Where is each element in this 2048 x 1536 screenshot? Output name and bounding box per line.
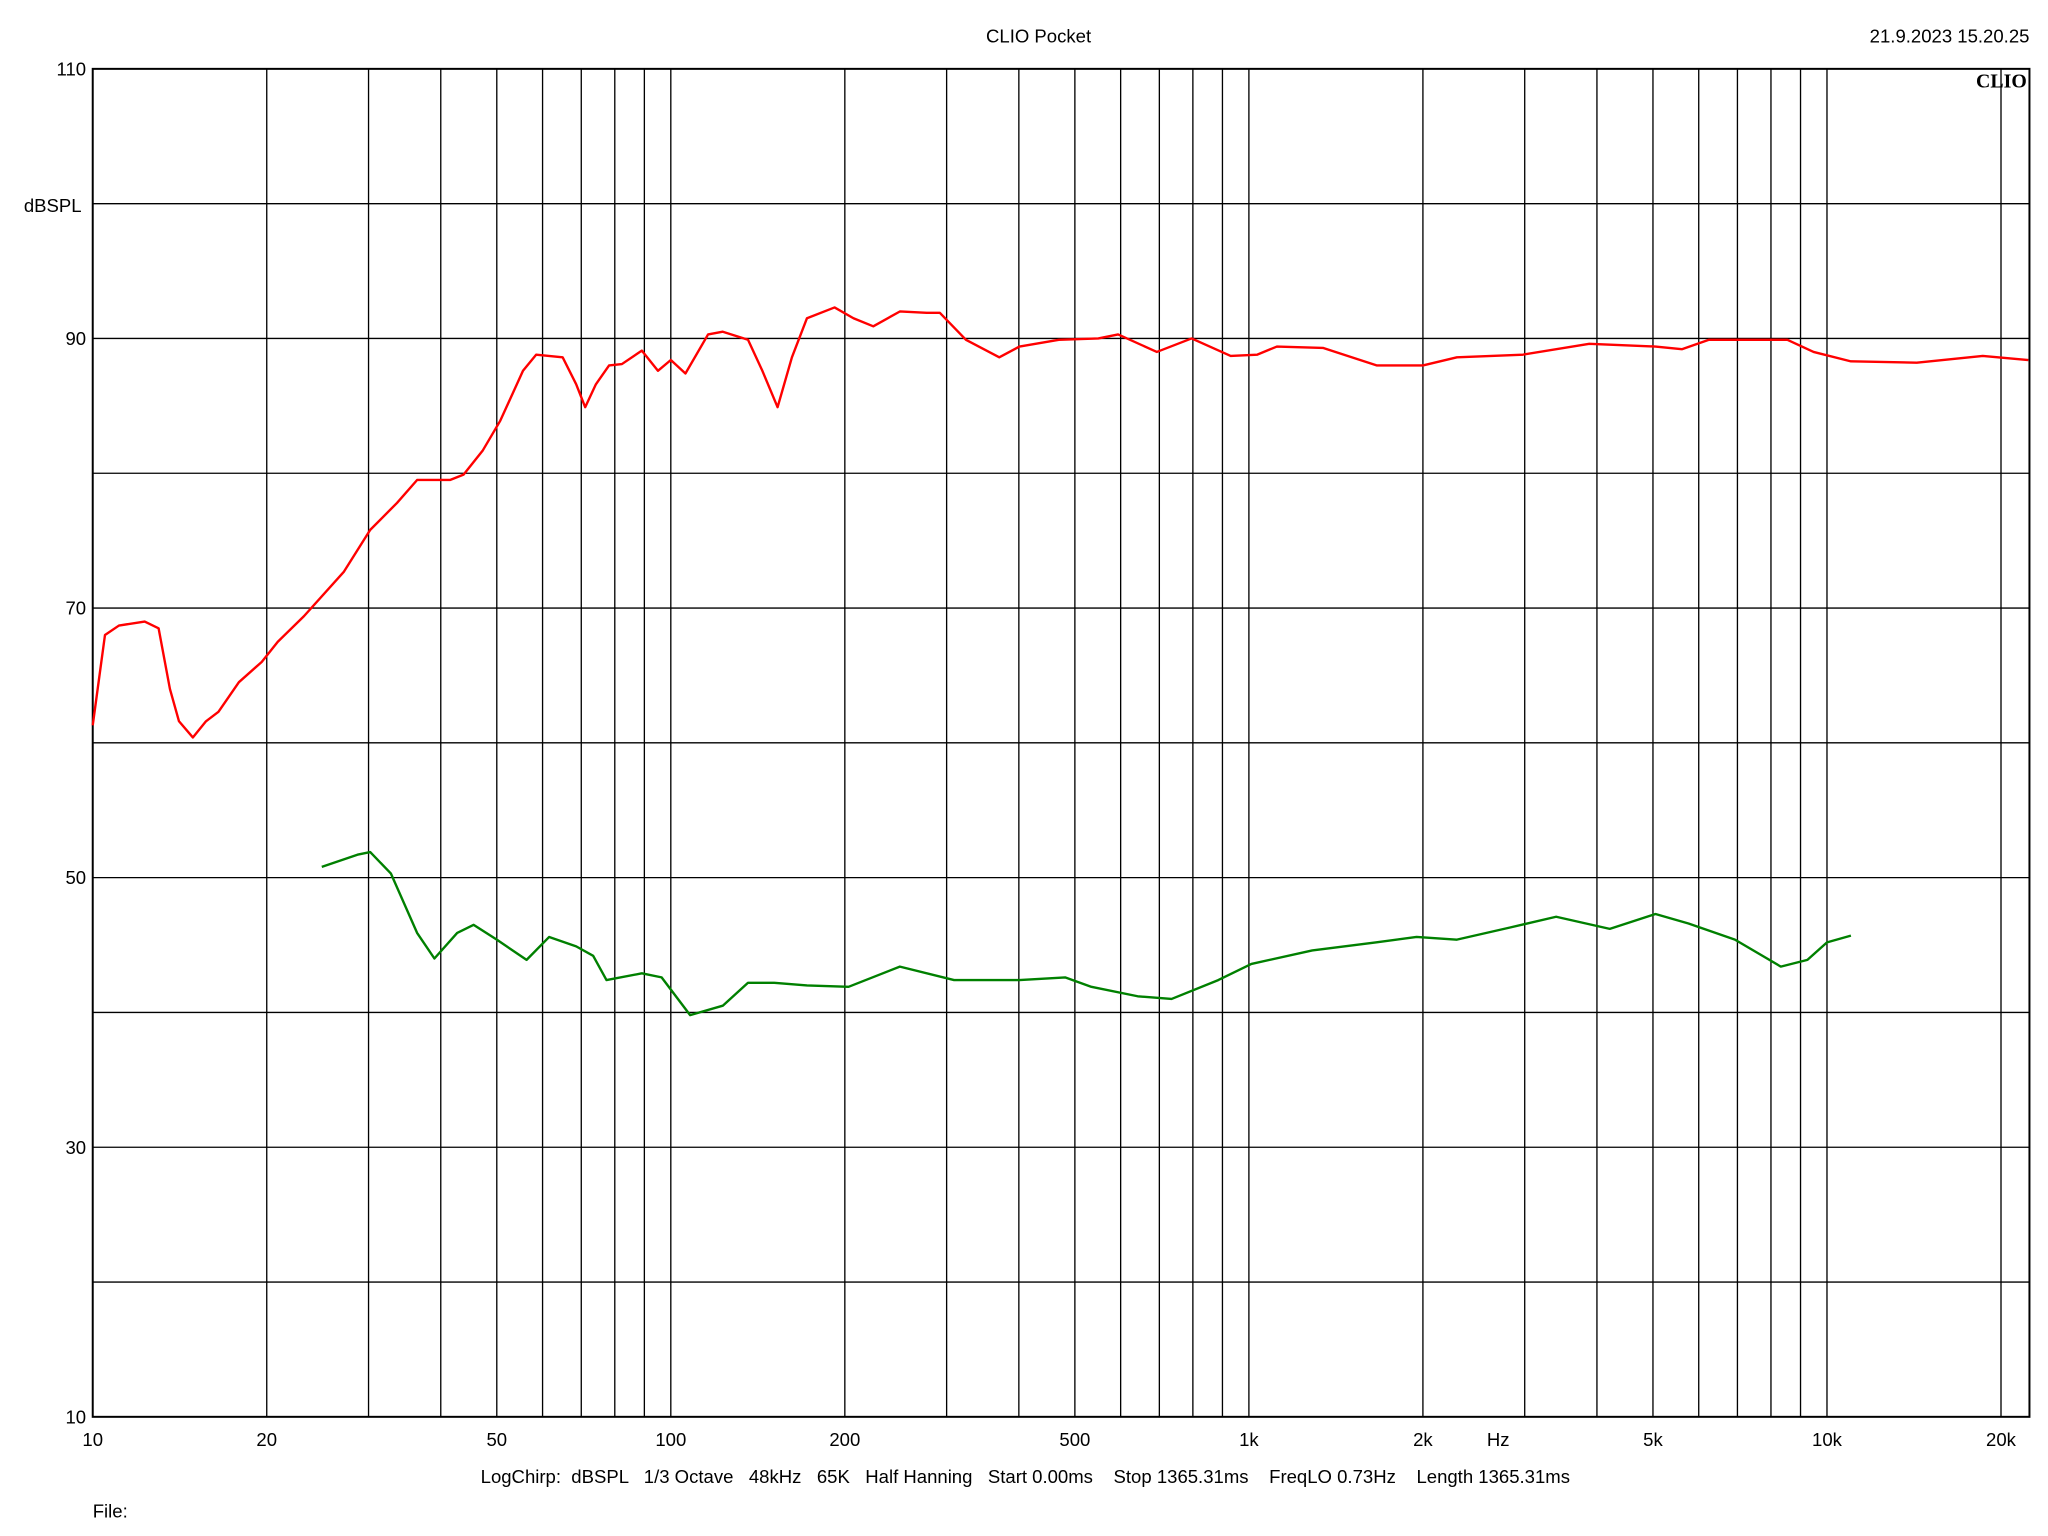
x-tick-label: 50 xyxy=(486,1429,507,1450)
x-tick-label: 5k xyxy=(1643,1429,1663,1450)
x-tick-label: 10k xyxy=(1812,1429,1843,1450)
x-tick-label: 1k xyxy=(1239,1429,1259,1450)
series-line xyxy=(91,306,2029,739)
x-unit: Hz xyxy=(1487,1429,1510,1450)
y-tick-label: 90 xyxy=(65,328,86,349)
x-tick-label: 500 xyxy=(1059,1429,1090,1450)
x-tick-label: 100 xyxy=(655,1429,686,1450)
y-tick-label: 110 xyxy=(57,58,87,79)
x-tick-label: 200 xyxy=(829,1429,860,1450)
footer: LogChirp: dBSPL 1/3 Octave 48kHz 65K Hal… xyxy=(481,1466,1570,1487)
x-tick-label: 2k xyxy=(1413,1429,1433,1450)
x-tick-label: 10 xyxy=(82,1429,103,1450)
y-unit: dBSPL xyxy=(24,195,82,216)
y-tick-label: 30 xyxy=(65,1137,86,1158)
chart-title: CLIO Pocket xyxy=(986,25,1092,46)
y-tick-label: 10 xyxy=(65,1406,86,1427)
file-label: File: xyxy=(93,1500,128,1521)
timestamp: 21.9.2023 15.20.25 xyxy=(1870,25,2030,46)
x-tick-label: 20k xyxy=(1986,1429,2017,1450)
y-tick-label: 70 xyxy=(65,598,86,619)
x-tick-label: 20 xyxy=(256,1429,277,1450)
series-line xyxy=(321,850,1852,1017)
y-tick-label: 50 xyxy=(65,867,86,888)
